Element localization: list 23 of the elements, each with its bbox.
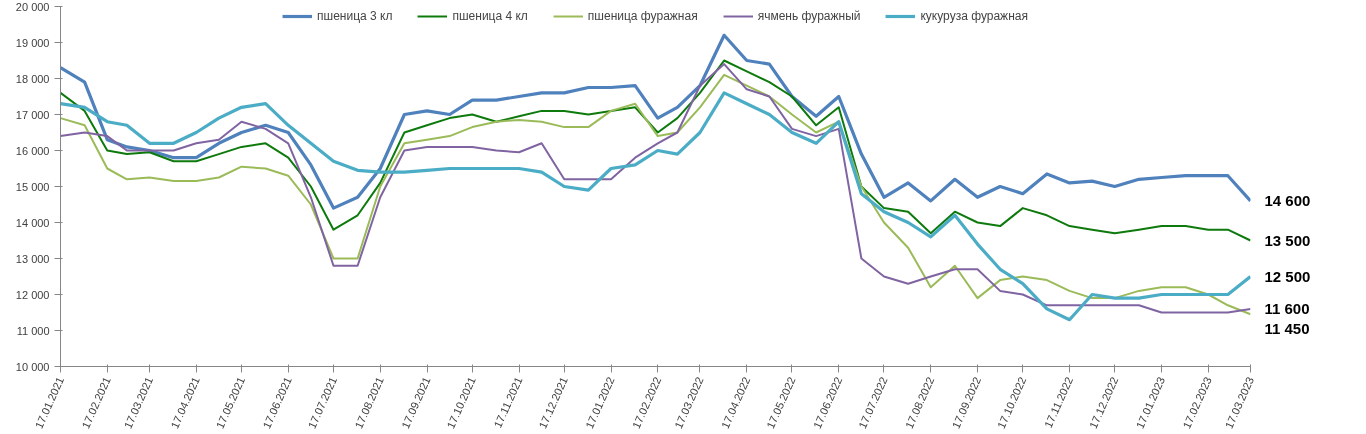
legend-label: пшеница 3 кл — [317, 9, 393, 23]
y-tick-label: 19 000 — [15, 36, 50, 49]
data-label: 11 450 — [1264, 320, 1310, 338]
legend-label: ячмень фуражный — [757, 9, 861, 23]
line-series — [60, 59, 1251, 242]
legend-label: кукуруза фуражная — [920, 9, 1028, 23]
legend-label: пшеница фуражная — [587, 9, 698, 23]
legend-label: пшеница 4 кл — [452, 9, 528, 23]
y-tick-label: 11 000 — [16, 324, 50, 337]
y-tick-label: 17 000 — [15, 108, 50, 121]
line-series — [60, 33, 1251, 210]
y-tick-label: 18 000 — [15, 72, 50, 85]
y-tick-label: 14 000 — [15, 216, 50, 229]
y-tick-label: 20 000 — [15, 0, 50, 13]
y-tick-label: 15 000 — [15, 180, 50, 193]
y-tick-label: 16 000 — [15, 144, 50, 157]
y-tick-label: 12 000 — [15, 288, 50, 301]
data-label: 11 600 — [1264, 300, 1310, 318]
data-label: 13 500 — [1264, 232, 1311, 249]
data-label: 12 500 — [1264, 268, 1311, 285]
data-label: 14 600 — [1264, 192, 1311, 210]
y-tick-label: 10 000 — [15, 360, 50, 373]
y-tick-label: 13 000 — [15, 252, 50, 265]
